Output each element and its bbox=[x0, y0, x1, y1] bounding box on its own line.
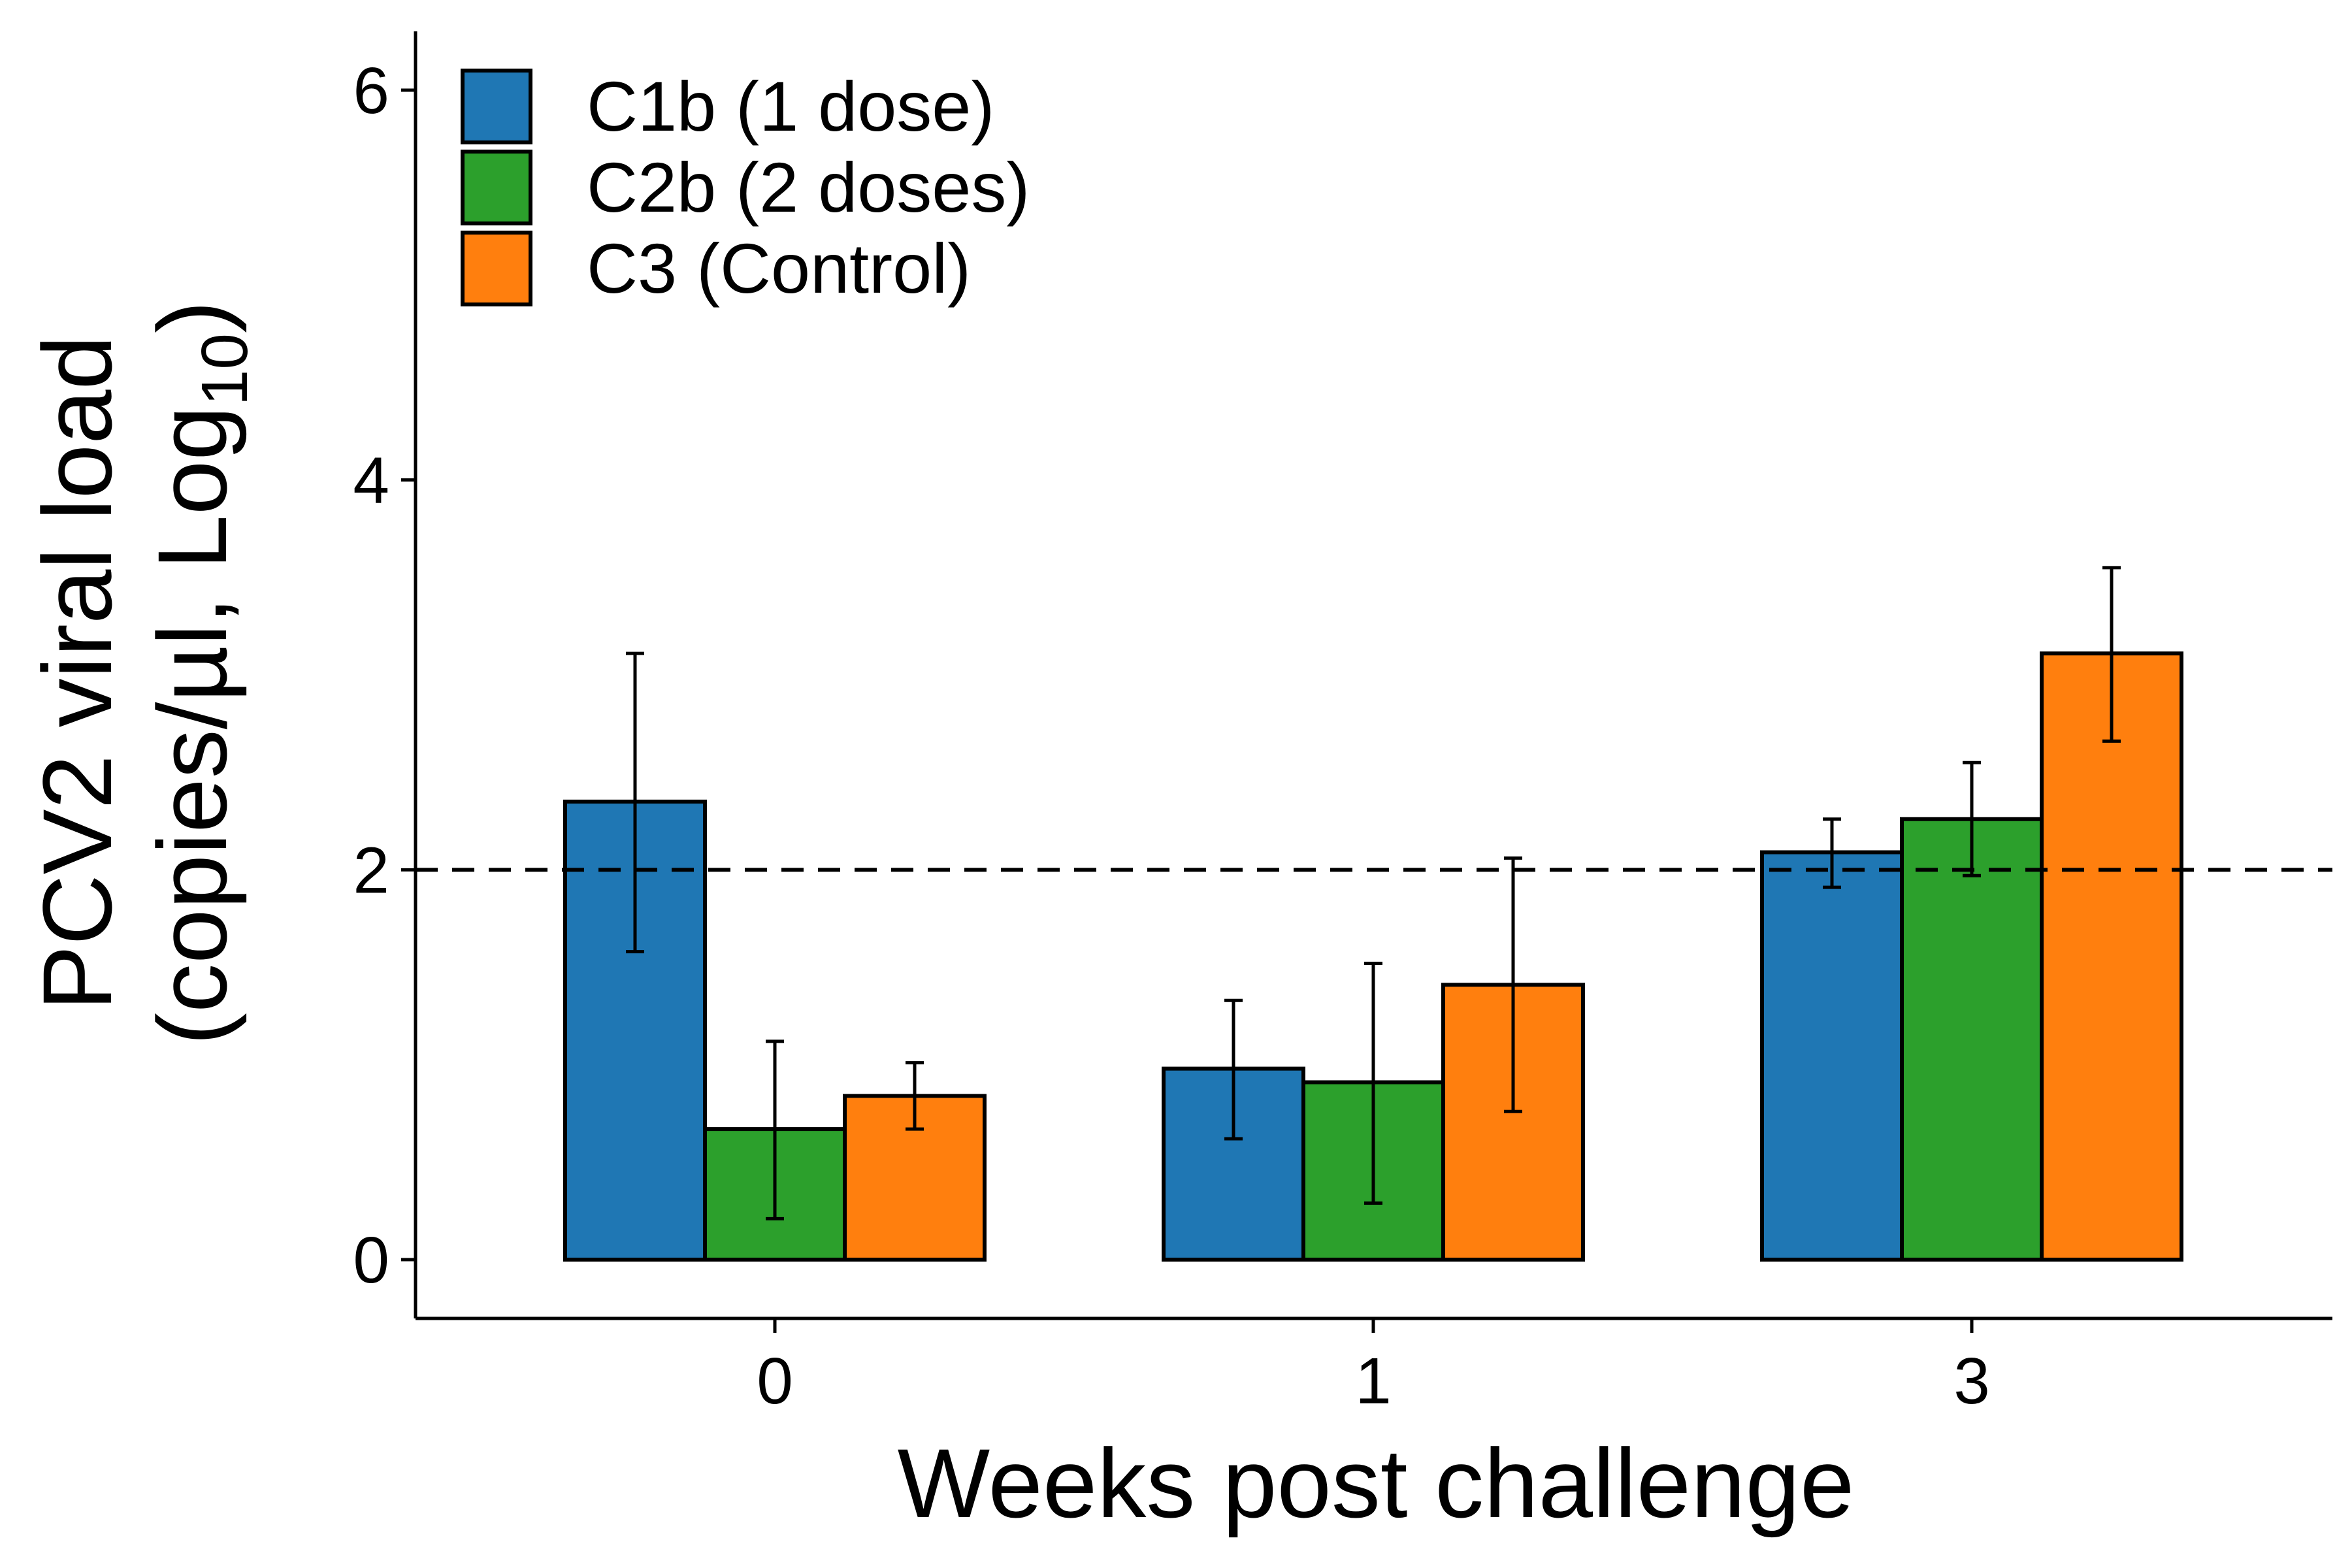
legend-label: C1b (1 dose) bbox=[587, 67, 994, 146]
bar-3-series-3 bbox=[2040, 651, 2183, 1262]
error-bar-1-series-2 bbox=[1364, 962, 1382, 1205]
legend: C1b (1 dose)C2b (2 doses)C3 (Control) bbox=[461, 67, 1030, 308]
error-bar-0-series-3 bbox=[906, 1061, 924, 1131]
legend-swatch bbox=[461, 231, 532, 306]
legend-label: C2b (2 doses) bbox=[587, 148, 1030, 227]
y-axis-title-prefix: (copies/µl, Log bbox=[137, 406, 247, 1045]
x-axis-title: Weeks post challenge bbox=[898, 1428, 1855, 1538]
legend-item-1: C1b (1 dose) bbox=[461, 67, 994, 146]
y-tick-label: 0 bbox=[353, 1224, 389, 1297]
error-bar-3-series-1 bbox=[1823, 817, 1841, 889]
error-bar-3-series-2 bbox=[1963, 760, 1981, 877]
bar-3-series-1 bbox=[1760, 850, 1904, 1262]
y-axis-title: PCV2 viral load (copies/µl, Log10) bbox=[22, 301, 261, 1045]
x-tick-label: 0 bbox=[757, 1345, 793, 1418]
legend-label: C3 (Control) bbox=[587, 229, 971, 308]
y-tick-label: 6 bbox=[353, 54, 389, 127]
y-tick-label: 4 bbox=[353, 444, 389, 517]
y-ticks: 0 2 4 6 bbox=[353, 54, 416, 1297]
legend-item-3: C3 (Control) bbox=[461, 229, 971, 308]
y-axis-title-line1: PCV2 viral load bbox=[22, 335, 132, 1011]
error-bar-1-series-1 bbox=[1224, 998, 1243, 1141]
error-bar-0-series-1 bbox=[626, 651, 644, 954]
error-bar-3-series-3 bbox=[2102, 566, 2121, 743]
legend-swatch bbox=[461, 150, 532, 225]
y-tick-label: 2 bbox=[353, 834, 389, 907]
error-bars-layer bbox=[626, 566, 2121, 1220]
legend-swatch bbox=[461, 69, 532, 144]
error-bar-0-series-2 bbox=[766, 1039, 784, 1220]
y-axis-title-subscript: 10 bbox=[188, 333, 261, 406]
bar-3-series-2 bbox=[1900, 817, 2044, 1262]
x-ticks: 0 1 3 bbox=[757, 1318, 1990, 1418]
legend-item-2: C2b (2 doses) bbox=[461, 148, 1030, 227]
error-bar-1-series-3 bbox=[1504, 856, 1522, 1113]
y-axis-title-line2: (copies/µl, Log10) bbox=[137, 301, 261, 1045]
y-axis-title-suffix: ) bbox=[137, 301, 247, 333]
x-tick-label: 1 bbox=[1355, 1345, 1392, 1418]
x-tick-label: 3 bbox=[1953, 1345, 1990, 1418]
